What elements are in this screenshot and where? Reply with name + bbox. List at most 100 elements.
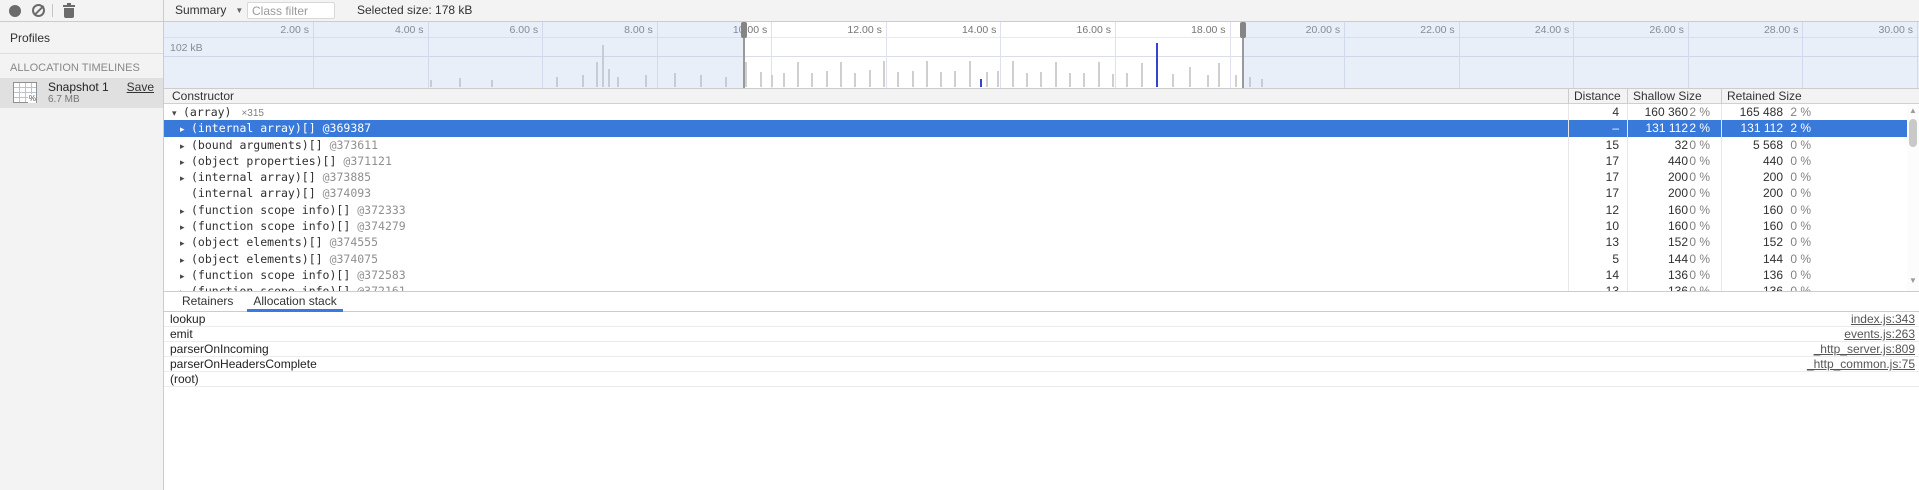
class-filter-input[interactable] xyxy=(247,2,335,19)
retained-size-percent: 0 % xyxy=(1783,283,1811,291)
allocation-bar xyxy=(954,71,957,87)
allocation-bar xyxy=(1112,74,1115,87)
expand-icon[interactable]: ▸ xyxy=(180,205,185,216)
retained-size-percent: 0 % xyxy=(1790,186,1811,201)
constructor-cell: ▸ (function scope info)[] @372333 xyxy=(164,202,1568,218)
shallow-size-value: 136 xyxy=(1628,283,1688,291)
table-row[interactable]: ▸ (object elements)[] @374075 5 1440 % 144 0 % xyxy=(164,250,1907,267)
retained-size-cell: 440 0 % xyxy=(1721,152,1907,170)
constructor-grid: ▾ (array) ×315 4 160 3602 % 165 488 2 % ▸ (inter… xyxy=(164,104,1919,291)
table-row[interactable]: ▸ (internal array)[] @369387–131 1122 % 131… xyxy=(164,120,1907,137)
time-tick-label: 20.00 s xyxy=(1305,24,1341,36)
grid-header: Constructor Distance Shallow Size Retain… xyxy=(164,88,1919,104)
allocation-bar xyxy=(997,71,1000,87)
trash-icon xyxy=(63,3,75,18)
retained-size-cell: 160 0 % xyxy=(1721,218,1907,235)
scroll-up-icon[interactable]: ▲ xyxy=(1909,106,1917,115)
save-link[interactable]: Save xyxy=(126,80,154,94)
stack-function-name: (root) xyxy=(170,372,199,386)
scroll-down-icon[interactable]: ▼ xyxy=(1909,276,1917,285)
record-button[interactable] xyxy=(4,0,26,21)
delete-profile-button[interactable] xyxy=(58,0,80,21)
constructor-name: (function scope info)[] xyxy=(191,284,350,291)
source-location-link[interactable]: _http_server.js:809 xyxy=(1813,342,1915,356)
perspective-dropdown-label: Summary xyxy=(175,3,227,17)
expand-icon[interactable]: ▸ xyxy=(180,238,185,249)
timeline-right-handle-grip[interactable] xyxy=(1240,22,1246,38)
retained-size-cell: 165 488 2 % xyxy=(1721,104,1907,121)
shallow-size-value: 160 360 xyxy=(1644,105,1688,119)
expand-icon[interactable]: ▸ xyxy=(180,140,185,151)
time-gridline xyxy=(1916,22,1918,88)
retained-size-value: 136 xyxy=(1762,267,1783,282)
table-row[interactable]: (internal array)[] @374093 17 2000 % 200 0 % xyxy=(164,185,1907,202)
allocation-bar xyxy=(882,61,885,87)
stack-frame-row: parserOnHeadersComplete _http_common.js:7… xyxy=(164,357,1919,372)
stack-function-name: parserOnHeadersComplete xyxy=(170,357,317,371)
stack-function-name: emit xyxy=(170,327,193,341)
column-header-constructor[interactable]: Constructor xyxy=(172,89,235,103)
expand-icon[interactable]: ▸ xyxy=(180,284,191,291)
table-row[interactable]: ▸ (internal array)[] @373885 17 2000 % 200 0 % xyxy=(164,169,1907,186)
distance-cell: 10 xyxy=(1568,218,1627,235)
table-row[interactable]: ▸ (function scope info)[] @372333 12 1600 % 1… xyxy=(164,201,1907,219)
time-tick-label: 18.00 s xyxy=(1191,24,1226,36)
object-id: @374555 xyxy=(329,235,379,250)
timeline-left-handle[interactable] xyxy=(743,22,745,88)
time-gridline xyxy=(427,22,429,88)
retained-size-percent: 0 % xyxy=(1790,202,1811,217)
shallow-size-value: 200 xyxy=(1667,186,1688,201)
clear-button[interactable] xyxy=(27,0,49,21)
retained-size-percent: 0 % xyxy=(1790,235,1811,250)
retained-size-value: 131 112 xyxy=(1740,121,1784,136)
table-row[interactable]: ▸ (object elements)[] @374555 13 1520 % 152 0 … xyxy=(164,234,1907,251)
column-header-retained-size[interactable]: Retained Size xyxy=(1721,89,1919,104)
perspective-dropdown[interactable]: Summary ▼ xyxy=(175,0,243,21)
source-location-link[interactable]: _http_common.js:75 xyxy=(1806,357,1915,371)
expand-icon[interactable]: ▸ xyxy=(180,270,185,281)
table-row[interactable]: ▸(function scope info)[]@372161131360 %1… xyxy=(164,283,1907,291)
column-header-distance[interactable]: Distance xyxy=(1568,89,1627,104)
constructor-cell: ▸ (internal array)[] @373885 xyxy=(164,169,1568,185)
profiles-header: Profiles xyxy=(10,31,51,45)
table-row[interactable]: ▾ (array) ×315 4 160 3602 % 165 488 2 % xyxy=(164,104,1907,121)
grid-scrollbar[interactable]: ▲ ▼ xyxy=(1907,104,1919,291)
table-row[interactable]: ▸ (object properties)[] @371121 17 4400 % 440… xyxy=(164,152,1907,170)
scrollbar-thumb[interactable] xyxy=(1909,119,1917,147)
time-gridline xyxy=(1000,22,1002,88)
expand-icon[interactable]: ▸ xyxy=(180,124,185,135)
main-pane: 2.00 s 4.00 s 6.00 s 8.00 s 10.00 s 12.00 s 14… xyxy=(164,22,1919,490)
expand-icon[interactable]: ▸ xyxy=(180,156,185,167)
source-location-link[interactable]: index.js:343 xyxy=(1850,312,1915,326)
collapse-icon[interactable]: ▾ xyxy=(172,108,177,118)
snapshot-icon: % xyxy=(13,82,37,103)
retained-size-value: 160 xyxy=(1762,219,1783,234)
tab-allocation-stack[interactable]: Allocation stack xyxy=(243,292,346,312)
allocation-bar xyxy=(1172,74,1175,87)
expand-icon[interactable]: ▸ xyxy=(180,222,185,233)
column-header-shallow-size[interactable]: Shallow Size xyxy=(1627,89,1721,104)
allocation-bar xyxy=(645,75,648,87)
timeline-right-handle[interactable] xyxy=(1242,22,1244,88)
tab-retainers[interactable]: Retainers xyxy=(182,294,234,308)
allocation-bar xyxy=(925,61,928,87)
allocation-bar xyxy=(673,73,676,87)
stack-frame-row: emit events.js:263 xyxy=(164,327,1919,342)
table-row[interactable]: ▸ (function scope info)[] @374279 10 1600 % 1… xyxy=(164,218,1907,235)
table-row[interactable]: ▸ (function scope info)[] @372583 14 1360 % 1… xyxy=(164,266,1907,284)
source-location-link[interactable]: events.js:263 xyxy=(1844,327,1915,341)
allocation-timeline-overview[interactable]: 2.00 s 4.00 s 6.00 s 8.00 s 10.00 s 12.00 s 14… xyxy=(164,22,1919,88)
table-row[interactable]: ▸ (bound arguments)[] @373611 15 320 % 5 568 0… xyxy=(164,136,1907,153)
constructor-cell: ▸ (internal array)[] @369387 xyxy=(164,120,1568,136)
retained-size-percent: 0 % xyxy=(1790,267,1811,282)
allocation-bar xyxy=(1011,61,1014,87)
constructor-name: (object properties)[] xyxy=(191,153,337,168)
shallow-size-cell: 2000 % xyxy=(1627,169,1721,186)
shallow-size-value: 131 112 xyxy=(1645,121,1689,136)
expand-icon[interactable]: ▸ xyxy=(180,254,185,265)
sidebar-item-snapshot-1[interactable]: % Snapshot 1 6.7 MB Save xyxy=(0,78,163,108)
timeline-left-handle-grip[interactable] xyxy=(741,22,747,38)
allocation-bar xyxy=(1189,67,1192,87)
expand-icon[interactable]: ▸ xyxy=(180,173,185,184)
allocation-bar xyxy=(868,70,871,87)
